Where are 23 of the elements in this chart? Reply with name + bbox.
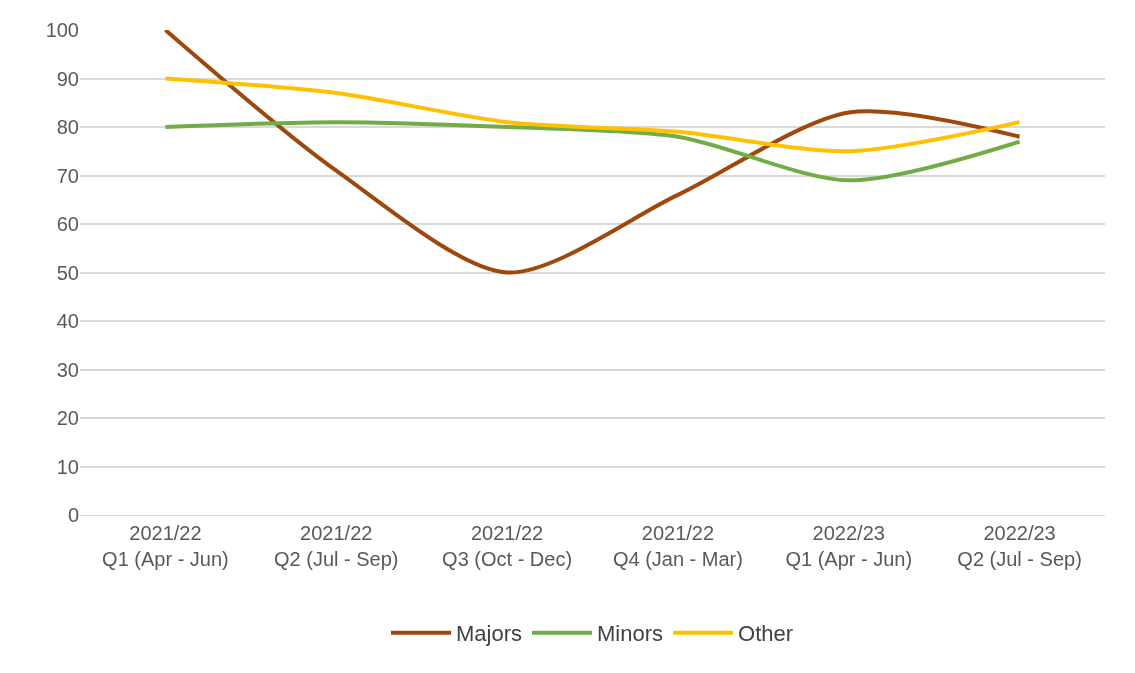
y-tick-label: 50 [56, 261, 79, 284]
line-series [163, 30, 1022, 275]
y-tick-label: 0 [67, 504, 79, 526]
x-tick-label: 2021/22 Q1 (Apr - Jun) [102, 522, 229, 570]
y-tick-label: 30 [56, 358, 79, 381]
y-tick-label: 60 [56, 213, 79, 235]
y-tick-label: 10 [56, 455, 79, 478]
legend-label: Majors [456, 621, 523, 647]
x-tick-label: 2022/23 Q1 (Apr - Jun) [785, 522, 913, 570]
x-tick-label: 2022/23 Q2 (Jul - Sep) [957, 522, 1082, 570]
legend-label: Minors [597, 621, 664, 647]
x-tick-label: 2021/22 Q3 (Oct - Dec) [442, 522, 573, 570]
y-tick-label: 70 [56, 164, 79, 187]
line-series [163, 76, 1022, 154]
y-tick-label: 100 [45, 19, 79, 41]
line-series [163, 120, 1022, 183]
y-tick-label: 20 [56, 407, 79, 429]
x-tick-label: 2021/22 Q4 (Jan - Mar) [612, 522, 743, 570]
y-tick-label: 90 [56, 67, 79, 90]
x-tick-label: 2021/22 Q2 (Jul - Sep) [274, 522, 399, 570]
y-tick-label: 80 [56, 116, 79, 138]
legend-label: Other [738, 621, 794, 647]
y-tick-label: 40 [56, 310, 79, 332]
